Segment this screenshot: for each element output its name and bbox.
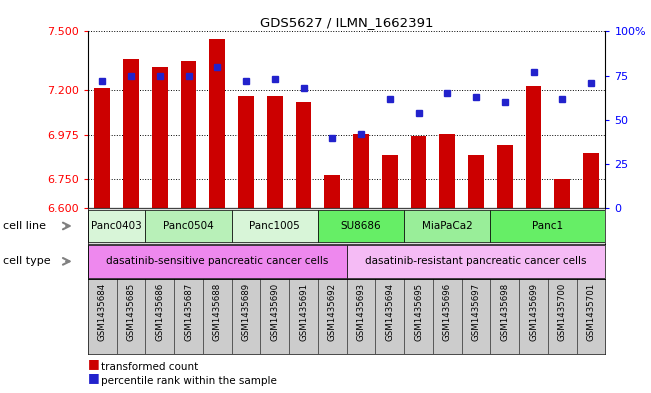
Text: GSM1435691: GSM1435691 — [299, 283, 308, 341]
Bar — [346, 245, 605, 277]
Text: GSM1435688: GSM1435688 — [213, 283, 222, 341]
Text: transformed count: transformed count — [101, 362, 198, 373]
Bar — [497, 145, 513, 208]
Bar — [232, 210, 318, 242]
Text: ■: ■ — [88, 371, 100, 384]
Text: dasatinib-resistant pancreatic cancer cells: dasatinib-resistant pancreatic cancer ce… — [365, 256, 587, 266]
Bar — [152, 67, 168, 208]
Text: Panc0403: Panc0403 — [91, 221, 142, 231]
Bar — [324, 175, 340, 208]
Text: percentile rank within the sample: percentile rank within the sample — [101, 376, 277, 386]
Bar — [318, 210, 404, 242]
Text: GSM1435692: GSM1435692 — [328, 283, 337, 341]
Bar — [468, 155, 484, 208]
Bar — [353, 134, 369, 208]
Bar — [180, 61, 197, 208]
Text: SU8686: SU8686 — [340, 221, 381, 231]
Text: MiaPaCa2: MiaPaCa2 — [422, 221, 473, 231]
Bar — [382, 155, 398, 208]
Text: GSM1435690: GSM1435690 — [270, 283, 279, 341]
Text: ■: ■ — [88, 358, 100, 371]
Bar — [490, 210, 605, 242]
Text: GSM1435693: GSM1435693 — [357, 283, 365, 341]
Bar — [238, 96, 254, 208]
Text: GSM1435687: GSM1435687 — [184, 283, 193, 341]
Bar — [123, 59, 139, 208]
Text: GSM1435701: GSM1435701 — [587, 283, 596, 341]
Text: Panc1: Panc1 — [533, 221, 564, 231]
Text: GSM1435695: GSM1435695 — [414, 283, 423, 341]
Text: GSM1435697: GSM1435697 — [471, 283, 480, 341]
Bar — [411, 136, 426, 208]
Bar — [88, 245, 346, 277]
Bar — [583, 153, 599, 208]
Text: GSM1435694: GSM1435694 — [385, 283, 395, 341]
Text: GSM1435696: GSM1435696 — [443, 283, 452, 341]
Bar — [145, 210, 232, 242]
Title: GDS5627 / ILMN_1662391: GDS5627 / ILMN_1662391 — [260, 16, 434, 29]
Text: GSM1435698: GSM1435698 — [501, 283, 509, 341]
Text: dasatinib-sensitive pancreatic cancer cells: dasatinib-sensitive pancreatic cancer ce… — [106, 256, 329, 266]
Bar — [525, 86, 542, 208]
Bar — [267, 96, 283, 208]
Bar — [404, 210, 490, 242]
Bar — [94, 88, 110, 208]
Text: Panc1005: Panc1005 — [249, 221, 300, 231]
Text: GSM1435689: GSM1435689 — [242, 283, 251, 341]
Text: cell line: cell line — [3, 221, 46, 231]
Bar — [88, 210, 145, 242]
Text: cell type: cell type — [3, 256, 51, 266]
Text: Panc0504: Panc0504 — [163, 221, 214, 231]
Text: GSM1435685: GSM1435685 — [126, 283, 135, 341]
Text: GSM1435699: GSM1435699 — [529, 283, 538, 341]
Bar — [296, 102, 311, 208]
Bar — [439, 134, 455, 208]
Bar — [210, 39, 225, 208]
Text: GSM1435700: GSM1435700 — [558, 283, 567, 341]
Bar — [555, 179, 570, 208]
Text: GSM1435684: GSM1435684 — [98, 283, 107, 341]
Text: GSM1435686: GSM1435686 — [156, 283, 164, 341]
